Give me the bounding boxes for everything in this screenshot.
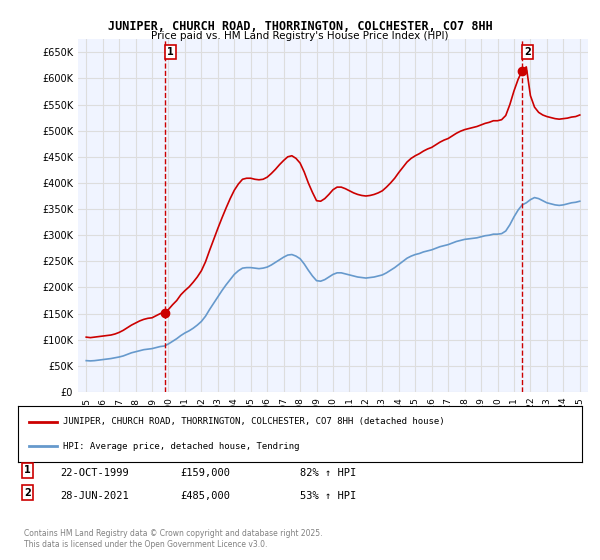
- Text: HPI: Average price, detached house, Tendring: HPI: Average price, detached house, Tend…: [63, 442, 299, 451]
- Text: £485,000: £485,000: [180, 491, 230, 501]
- Text: JUNIPER, CHURCH ROAD, THORRINGTON, COLCHESTER, CO7 8HH (detached house): JUNIPER, CHURCH ROAD, THORRINGTON, COLCH…: [63, 417, 445, 426]
- Text: 1: 1: [24, 465, 31, 475]
- Text: 1: 1: [167, 47, 173, 57]
- Text: 28-JUN-2021: 28-JUN-2021: [60, 491, 129, 501]
- Text: Contains HM Land Registry data © Crown copyright and database right 2025.
This d: Contains HM Land Registry data © Crown c…: [24, 529, 323, 549]
- Text: 22-OCT-1999: 22-OCT-1999: [60, 468, 129, 478]
- Text: 2: 2: [524, 47, 530, 57]
- Text: £159,000: £159,000: [180, 468, 230, 478]
- Text: JUNIPER, CHURCH ROAD, THORRINGTON, COLCHESTER, CO7 8HH: JUNIPER, CHURCH ROAD, THORRINGTON, COLCH…: [107, 20, 493, 32]
- Text: 53% ↑ HPI: 53% ↑ HPI: [300, 491, 356, 501]
- Text: Price paid vs. HM Land Registry's House Price Index (HPI): Price paid vs. HM Land Registry's House …: [151, 31, 449, 41]
- Text: 82% ↑ HPI: 82% ↑ HPI: [300, 468, 356, 478]
- Text: 2: 2: [24, 488, 31, 498]
